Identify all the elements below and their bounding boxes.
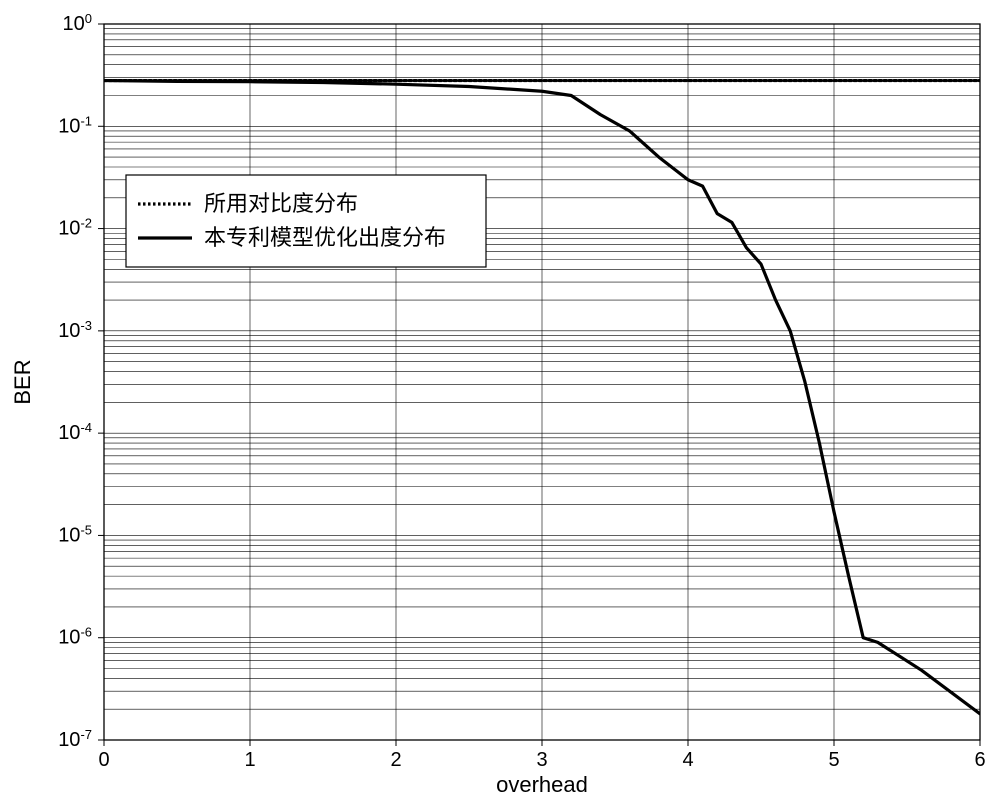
x-tick-label: 5 bbox=[828, 749, 839, 771]
x-tick-label: 6 bbox=[974, 749, 985, 771]
ber-overhead-chart: 0 1 2 3 4 5 6 overhead 100 10-1 10-2 10-3 10-4 10-5 10… bbox=[0, 0, 1000, 797]
y-tick-label: 10-3 bbox=[58, 317, 92, 342]
x-tick-label: 0 bbox=[98, 749, 109, 771]
x-tick-label: 1 bbox=[244, 749, 255, 771]
x-tick-label: 4 bbox=[682, 749, 693, 771]
x-axis-label: overhead bbox=[496, 772, 588, 797]
legend-entry-label: 所用对比度分布 bbox=[204, 191, 358, 216]
legend-entry-label: 本专利模型优化出度分布 bbox=[204, 225, 446, 250]
y-tick-label: 10-6 bbox=[58, 624, 92, 649]
x-tick-label: 2 bbox=[390, 749, 401, 771]
y-axis-label: BER bbox=[10, 359, 35, 404]
x-tick-label: 3 bbox=[536, 749, 547, 771]
chart-svg: 0 1 2 3 4 5 6 overhead 100 10-1 10-2 10-3 10-4 10-5 10… bbox=[0, 0, 1000, 797]
y-tick-label: 10-1 bbox=[58, 113, 92, 138]
y-tick-label: 10-2 bbox=[58, 215, 92, 240]
y-tick-label: 100 bbox=[63, 11, 92, 36]
y-tick-label: 10-5 bbox=[58, 522, 92, 547]
y-tick-label: 10-7 bbox=[58, 727, 92, 752]
y-tick-label: 10-4 bbox=[58, 420, 92, 445]
legend: 所用对比度分布本专利模型优化出度分布 bbox=[126, 175, 486, 267]
